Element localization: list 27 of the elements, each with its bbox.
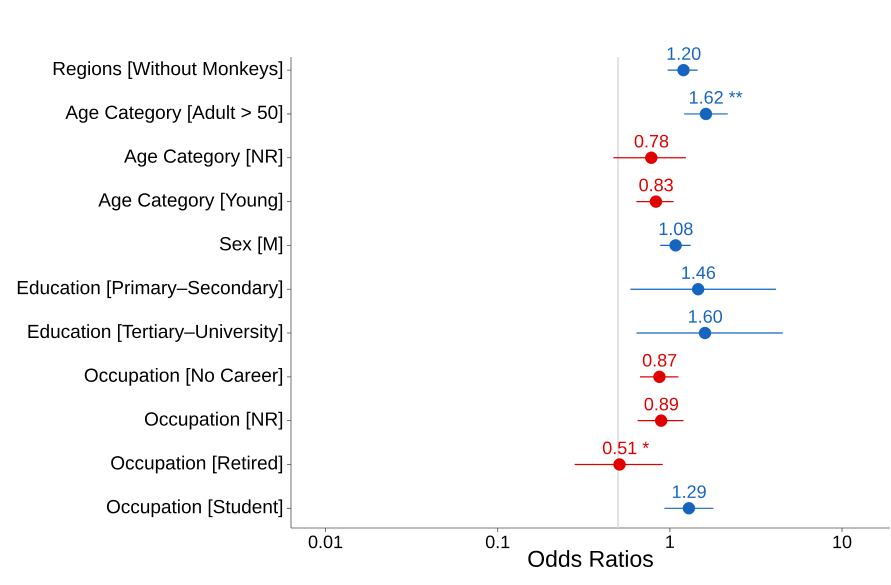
- data-label: 1.08: [660, 222, 693, 236]
- y-tick-label: Regions [Without Monkeys]: [54, 61, 282, 79]
- y-tick-label: Education [Tertiary–University]: [28, 324, 282, 342]
- x-tick-label: 0.1: [486, 536, 510, 548]
- y-tick-label: Age Category [Adult > 50]: [65, 105, 282, 123]
- y-tick-label: Age Category [NR]: [124, 148, 282, 167]
- data-label: 0.51 *: [602, 442, 649, 454]
- y-tick-label: Occupation [Student]: [106, 499, 282, 518]
- x-tick-label: 10: [833, 536, 852, 548]
- x-axis-title: Odds Ratios: [528, 550, 653, 567]
- y-tick-label: Education [Primary–Secondary]: [18, 280, 282, 298]
- x-tick-label: 1: [666, 536, 674, 548]
- data-label: 1.62 **: [690, 91, 742, 104]
- y-tick-label: Occupation [No Career]: [84, 368, 282, 386]
- y-tick-label: Sex [M]: [220, 236, 282, 254]
- data-label: 1.20: [668, 47, 701, 60]
- data-label: 0.78: [634, 134, 668, 148]
- x-tick-label: 0.01: [308, 536, 342, 548]
- data-label: 0.89: [644, 398, 678, 410]
- data-label: 0.83: [639, 178, 673, 192]
- data-label: 0.87: [642, 354, 676, 367]
- y-tick-label: Occupation [Retired]: [111, 456, 282, 474]
- y-tick-label: Age Category [Young]: [98, 192, 282, 210]
- data-label: 1.46: [682, 266, 716, 280]
- data-label: 1.60: [689, 310, 722, 323]
- y-tick-label: Occupation [NR]: [144, 412, 282, 430]
- data-label: 1.29: [672, 485, 706, 498]
